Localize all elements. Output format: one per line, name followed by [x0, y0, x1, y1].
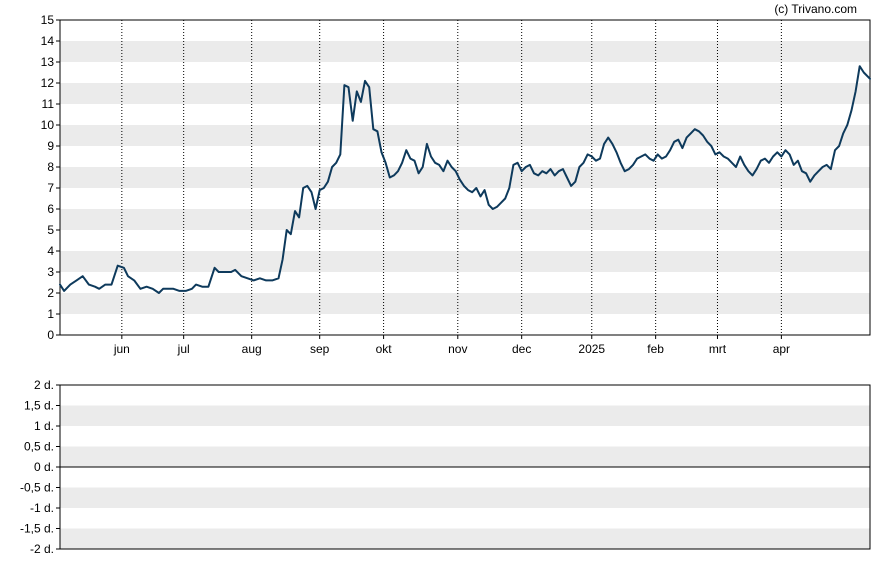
y-tick-label: 10 — [41, 118, 55, 132]
main-chart-frame — [59, 19, 871, 336]
band — [60, 251, 870, 272]
y-tick-label: 6 — [47, 202, 54, 216]
x-tick-label: dec — [512, 342, 531, 356]
y-tick-label: 1,5 d. — [24, 399, 54, 413]
band — [60, 446, 870, 467]
y-tick-label: 11 — [42, 97, 55, 111]
y-tick-label: 2 — [47, 286, 54, 300]
x-tick-label: sep — [310, 342, 330, 356]
y-tick-label: 14 — [41, 34, 55, 48]
copyright-label: (c) Trivano.com — [774, 2, 857, 16]
indicator-axis-labels: -2 d. -1,5 d. -1 d. -0,5 d. 0 d. 0,5 d. 1 d. 1,… — [20, 378, 60, 556]
band — [60, 125, 870, 146]
x-tick-label: apr — [773, 342, 790, 356]
indicator-chart: -2 d. -1,5 d. -1 d. -0,5 d. 0 d. 0,5 d. 1 d. 1,… — [20, 378, 871, 556]
band — [60, 167, 870, 188]
band — [60, 487, 870, 508]
band — [60, 293, 870, 314]
y-tick-label: 12 — [41, 76, 55, 90]
y-tick-label: -1,5 d. — [20, 522, 54, 536]
x-tick-label: feb — [647, 342, 664, 356]
x-tick-label: aug — [242, 342, 262, 356]
band — [60, 528, 870, 549]
y-tick-label: 7 — [47, 181, 54, 195]
y-tick-label: -2 d. — [30, 542, 54, 556]
month-axis-labels: jun jul aug sep okt nov dec 2025 feb mrt apr — [113, 335, 790, 356]
y-tick-label: 3 — [47, 265, 54, 279]
band — [60, 83, 870, 104]
y-tick-label: 2 d. — [34, 378, 54, 392]
x-tick-label: mrt — [709, 342, 727, 356]
band — [60, 41, 870, 62]
y-tick-label: 0 d. — [34, 460, 54, 474]
band — [60, 209, 870, 230]
y-tick-label: 8 — [47, 160, 54, 174]
y-tick-label: 9 — [47, 139, 54, 153]
y-tick-label: -0,5 d. — [20, 481, 54, 495]
y-tick-label: 1 — [47, 307, 54, 321]
y-tick-label: 4 — [47, 244, 54, 258]
price-series-line — [59, 65, 871, 294]
main-chart-bands — [60, 41, 870, 314]
y-tick-label: 13 — [41, 55, 55, 69]
y-tick-label: 0,5 d. — [24, 440, 54, 454]
x-tick-label: nov — [448, 342, 467, 356]
band — [60, 405, 870, 426]
x-tick-label: jun — [113, 342, 130, 356]
y-tick-label: 0 — [47, 328, 54, 342]
x-tick-label: jul — [177, 342, 190, 356]
y-tick-label: -1 d. — [30, 501, 54, 515]
y-tick-label: 15 — [41, 13, 55, 27]
indicator-chart-bands — [60, 405, 870, 549]
y-tick-label: 5 — [47, 223, 54, 237]
x-tick-label: 2025 — [578, 342, 605, 356]
x-tick-label: okt — [376, 342, 393, 356]
y-tick-label: 1 d. — [34, 419, 54, 433]
